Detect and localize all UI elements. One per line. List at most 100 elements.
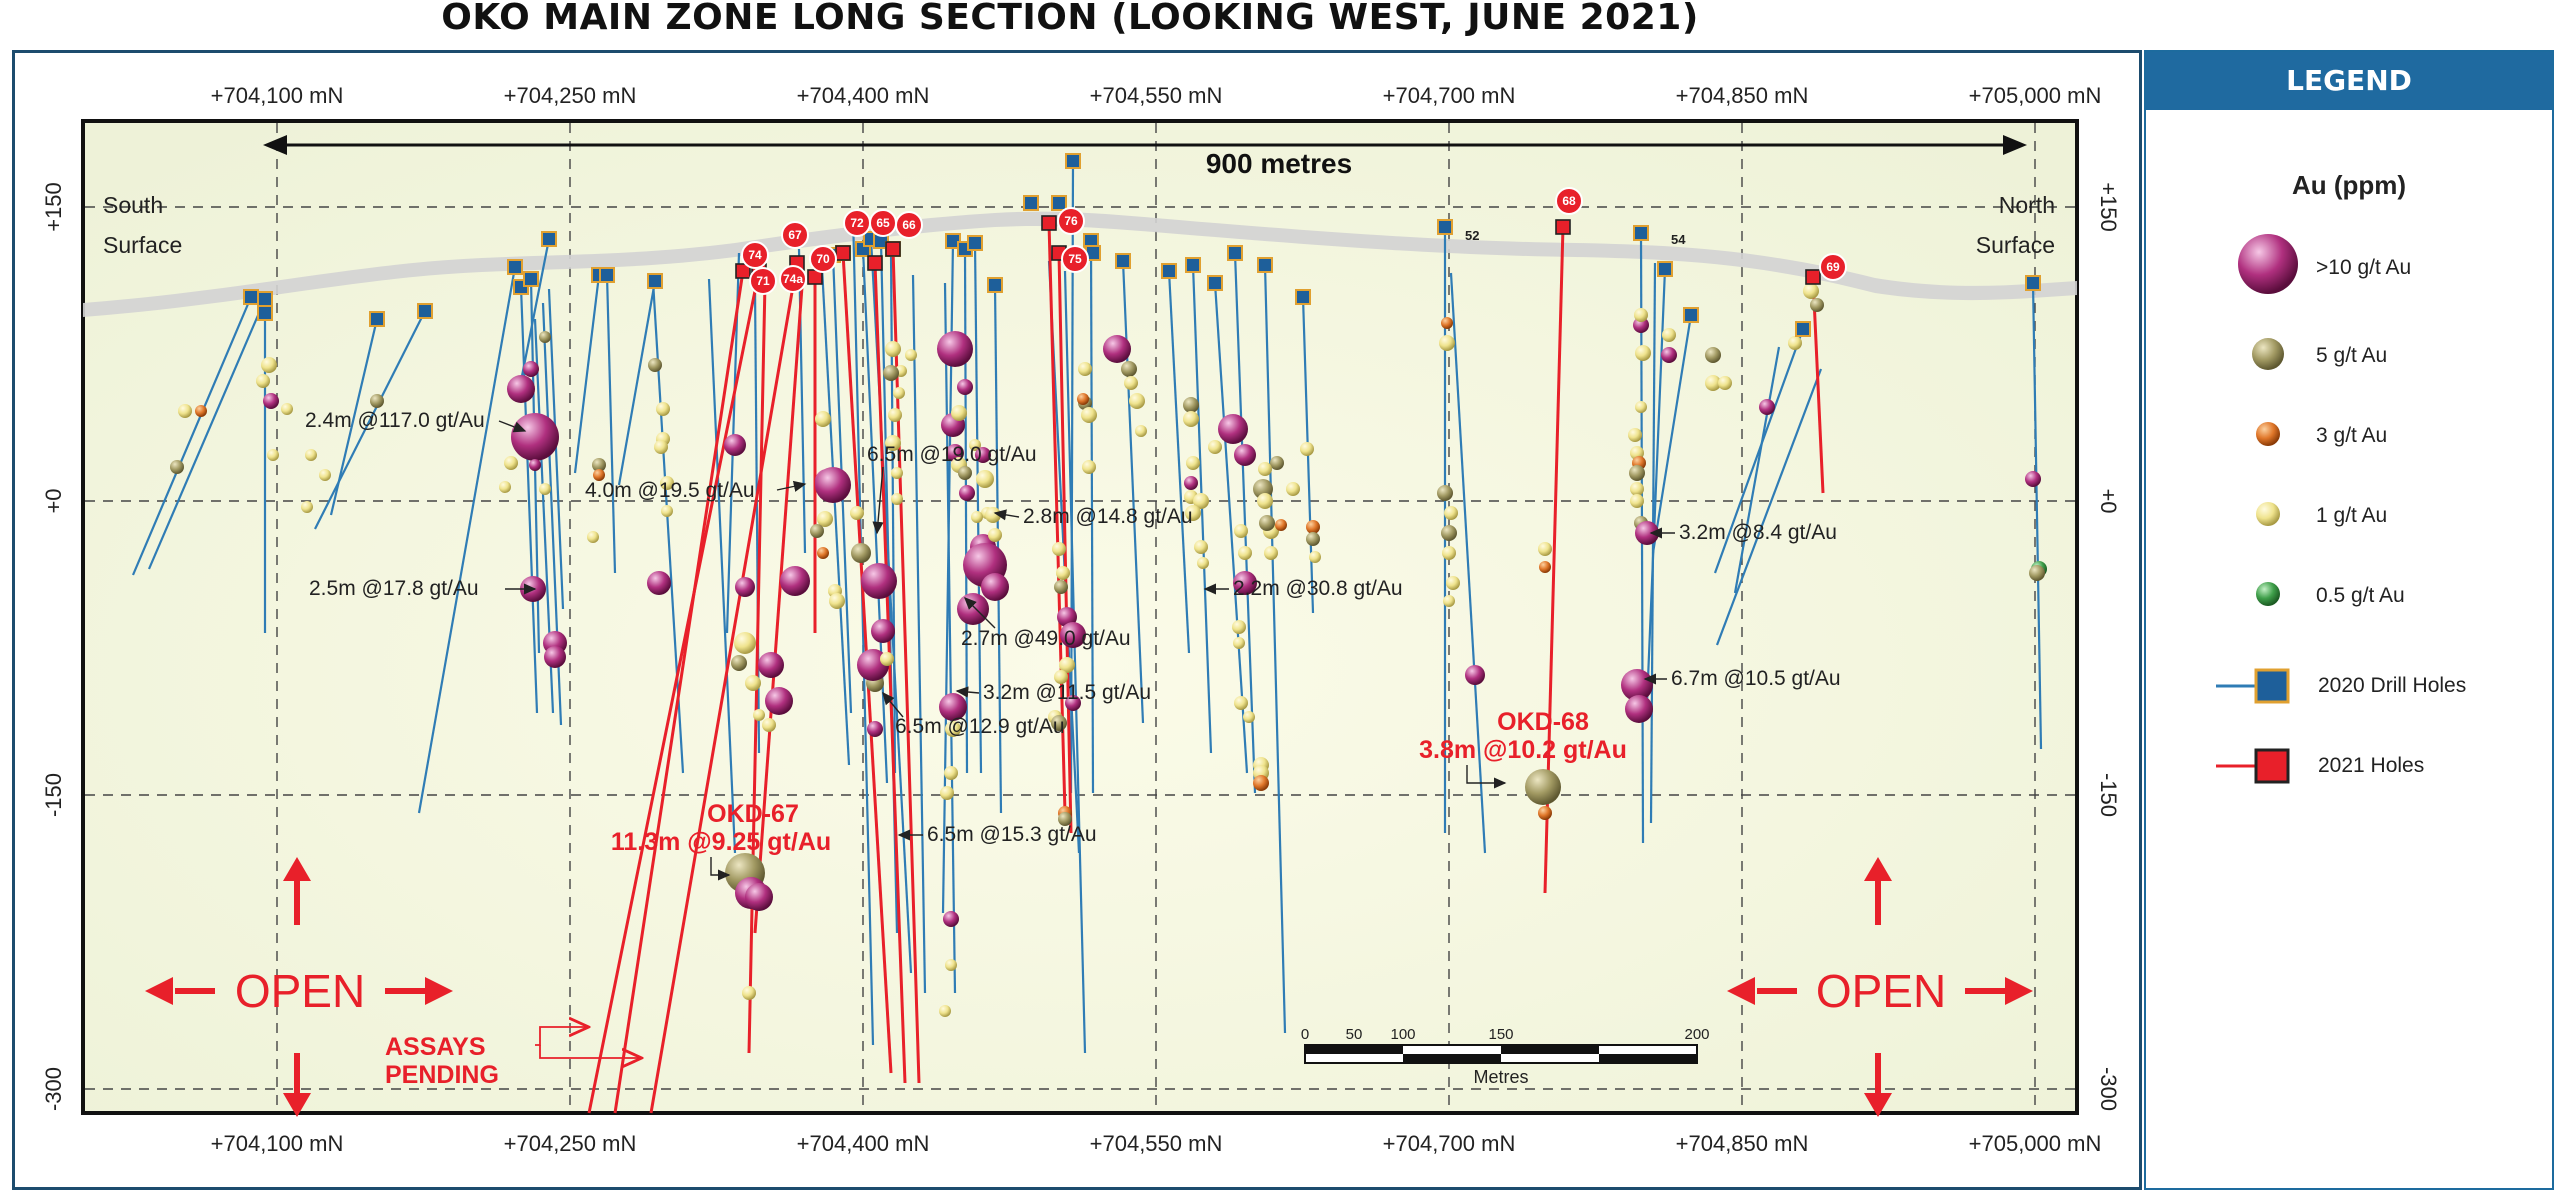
sample-1gt-64 — [880, 652, 894, 666]
sample-1gt-183 — [1628, 428, 1642, 442]
sample-high-grade-85 — [959, 485, 975, 501]
legend-sphere-3gt-icon — [2256, 422, 2280, 446]
northing-tick-bottom-4: +704,700 mN — [1383, 1131, 1516, 1156]
sample-high-grade-45 — [745, 883, 773, 911]
collar-2020-38 — [1051, 195, 1067, 211]
sample-1gt-173 — [1634, 308, 1648, 322]
sample-high-grade-187 — [1661, 347, 1677, 363]
drill-trace-2020-26 — [889, 252, 897, 774]
sample-high-grade-41 — [765, 687, 793, 715]
northing-tick-bottom-0: +704,100 mN — [211, 1131, 344, 1156]
sample-3gt-24 — [593, 469, 605, 481]
sample-1gt-153 — [1234, 696, 1248, 710]
callout-intercept-1: 2.4m @117.0 gt/Au — [305, 409, 485, 432]
sample-5gt-23 — [592, 458, 606, 472]
sample-1gt-103 — [1056, 566, 1070, 580]
drill-trace-2020-1 — [147, 298, 267, 570]
drill-trace-2020-11 — [519, 238, 551, 382]
drill-trace-2020-12 — [573, 274, 601, 474]
drill-trace-2020-31 — [973, 242, 983, 774]
assays-label: ASSAYS — [385, 1033, 486, 1061]
sample-high-grade-82 — [975, 447, 991, 463]
assay-samples — [170, 283, 2047, 1017]
drill-trace-2020-5 — [417, 266, 517, 814]
sample-high-grade-134 — [1218, 414, 1248, 444]
sample-1gt-65 — [885, 435, 901, 451]
collar-2021-4 — [835, 245, 851, 261]
drill-trace-2020-40 — [1213, 282, 1249, 774]
sample-1gt-12 — [281, 403, 293, 415]
callout-intercept-4: 2.8m @14.8 gt/Au — [1023, 505, 1193, 528]
collar-2020-4 — [417, 303, 433, 319]
collar-2020-26 — [1185, 257, 1201, 273]
legend-row-3gt: 3 g/t Au — [2146, 404, 2552, 464]
sample-1gt-13 — [267, 449, 279, 461]
sample-1gt-123 — [1135, 425, 1147, 437]
pending-label: PENDING — [385, 1061, 499, 1089]
sample-1gt-133 — [1197, 557, 1209, 569]
sample-3gt-157 — [1253, 775, 1269, 791]
sample-5gt-71 — [883, 365, 899, 381]
drill-trace-2021-9 — [1047, 222, 1067, 814]
elevation-tick-left-3: -300 — [41, 1067, 66, 1111]
sample-1gt-137 — [1238, 546, 1252, 560]
sample-1gt-154 — [1243, 711, 1255, 723]
collar-2021-0 — [735, 263, 751, 279]
sample-1gt-164 — [1442, 546, 1456, 560]
sample-1gt-28 — [654, 440, 668, 454]
sample-1gt-125 — [1183, 411, 1199, 427]
scale-unit: Metres — [1473, 1067, 1528, 1087]
sample-1gt-182 — [1635, 401, 1647, 413]
drill-trace-2020-52 — [1715, 368, 1823, 646]
hole-tag-label-2021-9: 75 — [1068, 252, 1082, 266]
span-indicator: 900 metres — [263, 135, 2027, 179]
sample-high-grade-119 — [1103, 335, 1131, 363]
sample-1gt-130 — [1185, 505, 1201, 521]
collar-2021-7 — [1041, 215, 1057, 231]
hole-tag-label-2021-8: 76 — [1064, 214, 1078, 228]
collar-2020-21 — [987, 277, 1003, 293]
sample-1gt-116 — [1078, 362, 1092, 376]
sample-1gt-136 — [1234, 524, 1248, 538]
sample-1gt-72 — [885, 341, 901, 357]
drill-trace-2021-10 — [1057, 252, 1073, 834]
sample-1gt-131 — [1208, 440, 1222, 454]
callout-intercept-12: 6.7m @10.5 gt/Au — [1671, 667, 1841, 690]
sample-high-grade-181 — [1635, 521, 1659, 545]
surface-band — [83, 211, 2077, 317]
sample-1gt-140 — [1257, 493, 1273, 509]
callout-intercept-11: 3.2m @8.4 gt/Au — [1679, 521, 1837, 544]
sample-high-grade-1 — [507, 375, 535, 403]
sample-1gt-81 — [969, 439, 981, 451]
hole-tag-label-2021-6: 74a — [783, 272, 803, 286]
sample-1gt-31 — [587, 531, 599, 543]
legend-row-2020-holes: 2020 Drill Holes — [2146, 656, 2552, 716]
sample-1gt-160 — [1439, 335, 1455, 351]
sample-1gt-50 — [817, 511, 833, 527]
sample-1gt-67 — [891, 493, 903, 505]
collar-2020-0 — [243, 289, 259, 305]
elevation-tick-left-1: +0 — [41, 488, 66, 513]
legend-sphere-05gt-icon — [2256, 582, 2280, 606]
drill-trace-2020-34 — [1063, 270, 1087, 1054]
collar-2020-33 — [1657, 261, 1673, 277]
plot-area — [81, 119, 2079, 1115]
drill-trace-2020-10 — [547, 288, 565, 610]
elevation-tick-left-2: -150 — [41, 773, 66, 817]
legend-sphere-1gt-icon — [2256, 502, 2280, 526]
sample-5gt-197 — [1810, 298, 1824, 312]
sample-high-grade-191 — [1759, 399, 1775, 415]
sample-1gt-118 — [1081, 407, 1097, 423]
collar-2020-28 — [1227, 245, 1243, 261]
legend-label-5gt: 5 g/t Au — [2316, 344, 2388, 367]
hole-tag-label-2021-11: 69 — [1826, 260, 1840, 274]
drill-trace-2020-37 — [1121, 260, 1145, 724]
sample-1gt-102 — [1052, 542, 1066, 556]
drill-trace-2020-45 — [1449, 272, 1487, 854]
collar-2020-34 — [1683, 307, 1699, 323]
northing-tick-bottom-6: +705,000 mN — [1969, 1131, 2102, 1156]
sample-1gt-17 — [178, 404, 192, 418]
section-frame: +704,100 mN +704,250 mN +704,400 mN +704,55… — [12, 50, 2142, 1190]
elevation-tick-left-0: +150 — [41, 182, 66, 232]
northing-tick-top-0: +704,100 mN — [211, 83, 344, 108]
